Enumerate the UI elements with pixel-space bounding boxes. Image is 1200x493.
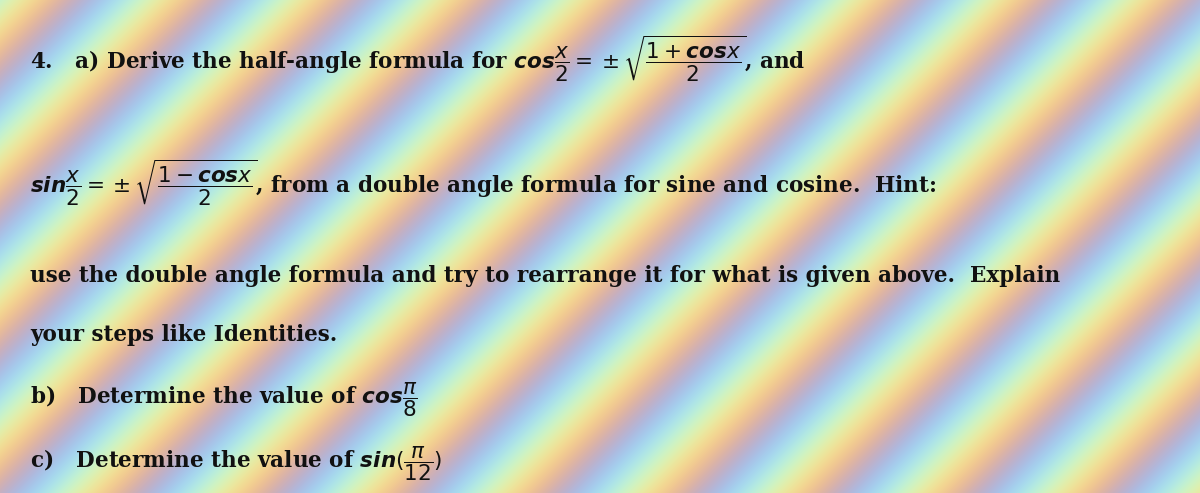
Text: b)   Determine the value of $\boldsymbol{cos}\dfrac{\pi}{8}$: b) Determine the value of $\boldsymbol{c… <box>30 380 418 419</box>
Text: 4.   a) Derive the half-angle formula for $\boldsymbol{cos}\dfrac{x}{2} = \pm\sq: 4. a) Derive the half-angle formula for … <box>30 34 805 84</box>
Text: your steps like Identities.: your steps like Identities. <box>30 324 337 346</box>
Text: $\boldsymbol{sin}\dfrac{x}{2} = \pm\sqrt{\dfrac{1-\boldsymbol{cos}x}{2}}$, from : $\boldsymbol{sin}\dfrac{x}{2} = \pm\sqrt… <box>30 157 936 208</box>
Text: c)   Determine the value of $\boldsymbol{sin}(\dfrac{\pi}{12})$: c) Determine the value of $\boldsymbol{s… <box>30 444 443 483</box>
Text: use the double angle formula and try to rearrange it for what is given above.  E: use the double angle formula and try to … <box>30 265 1060 287</box>
